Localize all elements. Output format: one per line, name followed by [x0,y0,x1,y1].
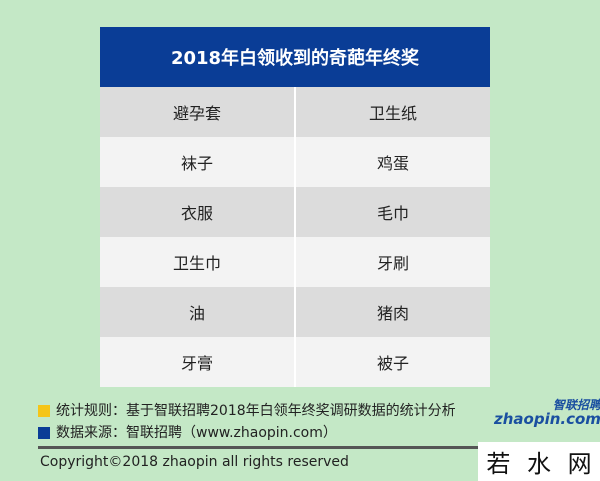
table-row: 袜子 鸡蛋 [100,137,490,187]
table-title: 2018年白领收到的奇葩年终奖 [100,27,490,87]
table-cell: 鸡蛋 [376,154,409,173]
year-end-bonus-table: 2018年白领收到的奇葩年终奖 避孕套 卫生纸袜子 鸡蛋衣服 毛巾卫生巾 牙刷油 猪肉牙膏… [100,27,490,387]
table-cell: 牙刷 [376,254,409,273]
table-row: 油 猪肉 [100,287,490,337]
table-cell: 毛巾 [376,204,409,223]
table-cell: 衣服 [100,187,296,237]
notes: 统计规则：基于智联招聘2018年白领年终奖调研数据的统计分析 数据来源：智联招聘… [38,400,456,444]
blue-square-icon [38,427,50,439]
table-cell: 避孕套 [100,87,296,137]
table-row: 避孕套 卫生纸 [100,87,490,137]
table-row: 衣服 毛巾 [100,187,490,237]
watermark-char: 网 [567,450,592,478]
note-source: 数据来源：智联招聘（www.zhaopin.com） [38,422,456,444]
table-cell: 牙膏 [100,337,296,387]
zhaopin-logo: 智联招聘 zhaopin.com [494,398,600,428]
table-cell: 油 [100,287,296,337]
table-cell: 被子 [376,354,409,373]
note-source-text: 数据来源：智联招聘（www.zhaopin.com） [56,425,337,441]
logo-cn: 智联招聘 [552,398,600,412]
watermark: 若 水 网 [478,442,600,481]
logo-en: zhaopin.com [494,410,600,428]
note-rule: 统计规则：基于智联招聘2018年白领年终奖调研数据的统计分析 [38,400,456,422]
yellow-square-icon [38,405,50,417]
table-body: 避孕套 卫生纸袜子 鸡蛋衣服 毛巾卫生巾 牙刷油 猪肉牙膏 被子 [100,87,490,387]
table-cell: 袜子 [100,137,296,187]
divider [38,446,600,449]
table-cell: 卫生巾 [100,237,296,287]
note-rule-text: 统计规则：基于智联招聘2018年白领年终奖调研数据的统计分析 [56,403,456,419]
copyright: Copyright©2018 zhaopin all rights reserv… [40,454,349,470]
table-row: 卫生巾 牙刷 [100,237,490,287]
table-row: 牙膏 被子 [100,337,490,387]
table-cell: 猪肉 [376,304,409,323]
watermark-char: 若 [486,450,511,478]
table-cell: 卫生纸 [368,104,417,123]
watermark-char: 水 [526,450,551,478]
